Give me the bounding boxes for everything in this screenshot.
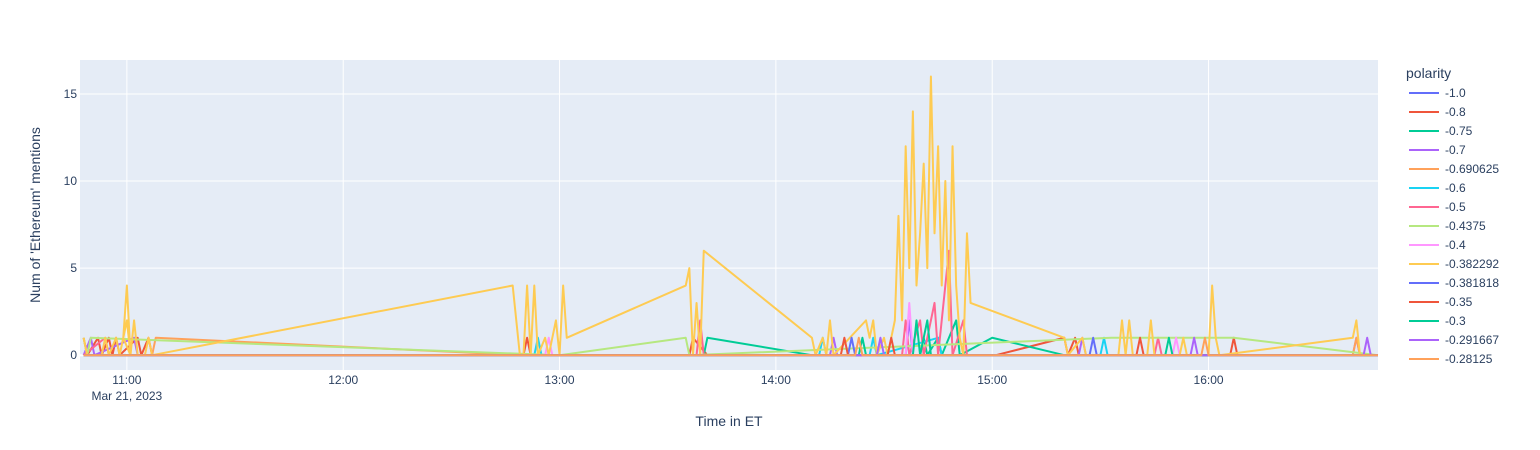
legend-label: -0.381818 xyxy=(1445,276,1499,290)
x-tick-labels: 11:00 12:00 13:00 14:00 15:00 16:00 xyxy=(112,373,1224,387)
legend-items: -1.0 -0.8 -0.75 -0.7 -0.690625 -0.6 -0.5 -0.437… xyxy=(1409,86,1499,366)
y-tick-labels: 0 5 10 15 xyxy=(64,87,78,362)
legend: polarity -1.0-0.8-0.75-0.7-0.690625-0.6-… xyxy=(1406,65,1499,366)
series-line-11 xyxy=(83,336,1378,357)
series-line-7 xyxy=(82,336,1379,357)
series-line-9 xyxy=(82,75,1378,357)
plot-area xyxy=(80,60,1378,370)
x-tick-label: 16:00 xyxy=(1194,373,1224,387)
x-tick-label: 13:00 xyxy=(545,373,575,387)
date-label: Mar 21, 2023 xyxy=(92,389,163,403)
grid-lines xyxy=(80,60,1378,370)
x-tick-label: 11:00 xyxy=(112,373,141,387)
series-line-13 xyxy=(83,336,1378,357)
legend-label: -0.4 xyxy=(1445,238,1466,252)
series-line-1 xyxy=(82,336,1378,357)
x-tick-label: 12:00 xyxy=(328,373,358,387)
x-tick-label: 14:00 xyxy=(761,373,791,387)
legend-label: -0.4375 xyxy=(1445,219,1486,233)
series-line-14 xyxy=(83,336,1378,357)
legend-label: -0.5 xyxy=(1445,200,1466,214)
legend-label: -0.382292 xyxy=(1445,257,1499,271)
legend-label: -0.35 xyxy=(1445,295,1473,309)
x-tick-label: 15:00 xyxy=(977,373,1007,387)
y-tick-label: 0 xyxy=(70,348,77,362)
y-tick-label: 15 xyxy=(64,87,78,101)
legend-title: polarity xyxy=(1406,65,1451,81)
series-line-2 xyxy=(83,319,1378,357)
legend-label: -1.0 xyxy=(1445,86,1466,100)
series-lines xyxy=(82,75,1379,357)
series-line-5 xyxy=(83,336,1378,357)
legend-label: -0.291667 xyxy=(1445,333,1499,347)
legend-label: -0.690625 xyxy=(1445,162,1499,176)
legend-label: -0.6 xyxy=(1445,181,1466,195)
y-tick-label: 5 xyxy=(70,261,77,275)
x-axis-title: Time in ET xyxy=(695,413,763,429)
y-tick-label: 10 xyxy=(64,174,78,188)
legend-label: -0.8 xyxy=(1445,105,1466,119)
legend-label: -0.3 xyxy=(1445,314,1466,328)
legend-label: -0.28125 xyxy=(1445,352,1493,366)
series-line-8 xyxy=(83,301,1378,357)
legend-label: -0.7 xyxy=(1445,143,1466,157)
y-axis-title: Num of 'Ethereum' mentions xyxy=(27,127,43,303)
legend-label: -0.75 xyxy=(1445,124,1473,138)
